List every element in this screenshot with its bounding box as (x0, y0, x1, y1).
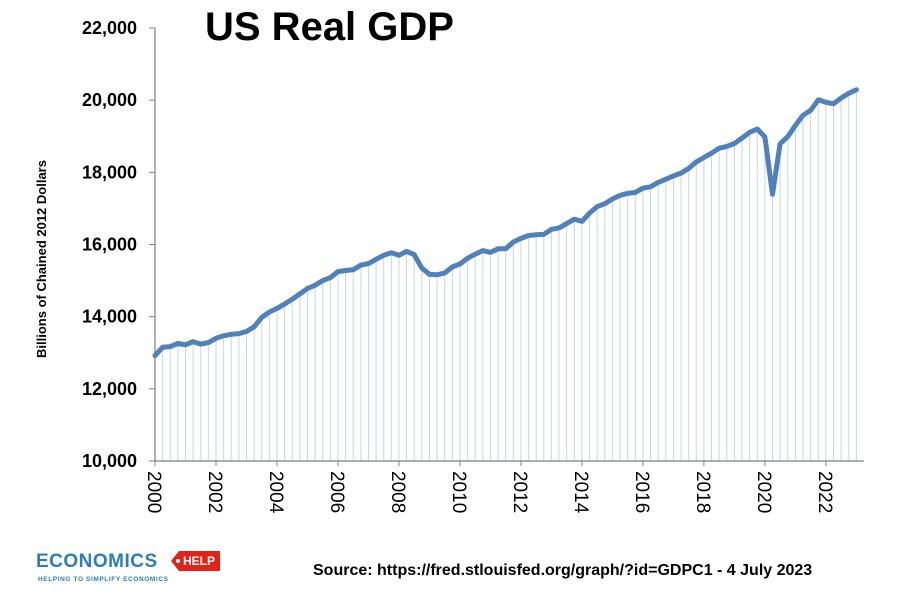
gdp-series-line (152, 87, 859, 359)
x-tick-label: 2006 (326, 471, 347, 513)
x-tick-label: 2008 (387, 471, 408, 513)
source-text: Source: https://fred.stlouisfed.org/grap… (313, 562, 813, 579)
logo-tagline: HELPING TO SIMPLIFY ECONOMICS (38, 576, 169, 583)
y-tick-label: 10,000 (82, 451, 137, 471)
grid-lines (154, 89, 857, 461)
x-tick-label: 2016 (631, 471, 652, 513)
x-tick-label: 2000 (143, 471, 164, 513)
y-tick-label: 18,000 (82, 162, 137, 182)
y-tick-label: 20,000 (82, 90, 137, 110)
gdp-chart: 10,000 12,000 14,000 16,000 18,000 20,000 22,0… (34, 5, 864, 514)
y-tick-label: 16,000 (82, 235, 137, 255)
y-tick-label: 12,000 (82, 379, 137, 399)
y-axis-label: Billions of Chained 2012 Dollars (34, 160, 49, 358)
x-tick-label: 2014 (570, 471, 591, 514)
economics-help-logo: ECONOMICS HELP HELPING TO SIMPLIFY ECONO… (36, 551, 221, 591)
logo-wordmark: ECONOMICS (36, 551, 158, 572)
x-tick-label: 2020 (753, 471, 774, 513)
x-tick-label: 2012 (509, 471, 530, 513)
y-tick-label: 22,000 (82, 18, 137, 38)
y-tick-label: 14,000 (82, 307, 137, 327)
y-axis-ticks: 10,000 12,000 14,000 16,000 18,000 20,000 22,0… (82, 18, 155, 471)
x-tick-label: 2010 (448, 471, 469, 513)
x-tick-label: 2022 (814, 471, 835, 513)
x-tick-label: 2018 (692, 471, 713, 513)
logo-help-tag: HELP (171, 551, 221, 571)
x-axis-ticks: 2000 2002 2004 2006 2008 2010 2012 2014 2016 2018… (143, 461, 835, 514)
x-tick-label: 2004 (265, 471, 286, 514)
chart-title: US Real GDP (205, 5, 454, 49)
x-tick-label: 2002 (204, 471, 225, 513)
